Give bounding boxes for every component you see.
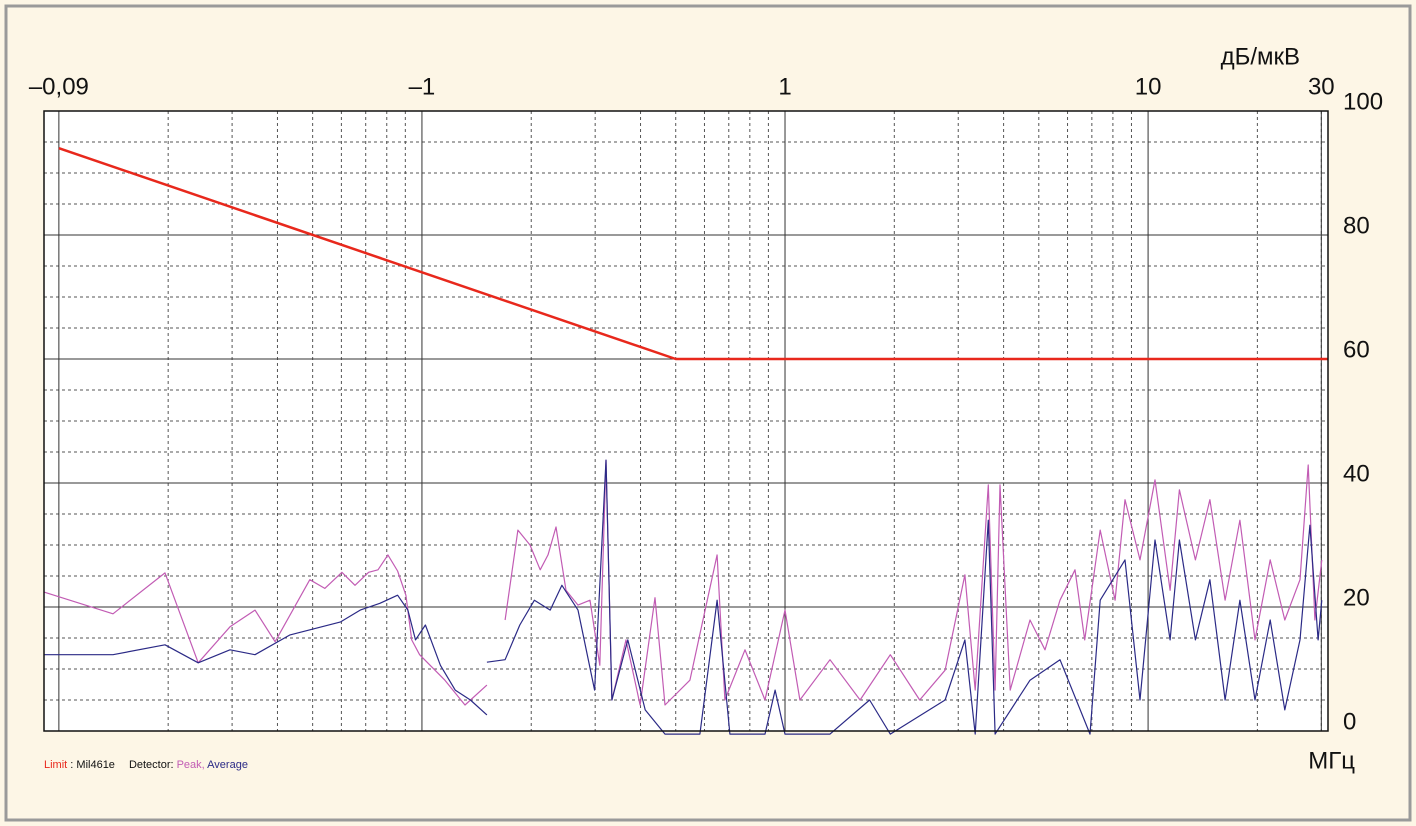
y-tick-label: 60 <box>1343 336 1370 363</box>
legend-sep: , <box>202 759 208 771</box>
x-tick-label: 30 <box>1308 73 1335 100</box>
x-tick-label: –1 <box>409 73 436 100</box>
y-tick-label: 0 <box>1343 708 1356 735</box>
x-axis-label: МГц <box>1308 747 1355 774</box>
series-line <box>58 147 1328 361</box>
legend-limit: Limit <box>44 759 67 771</box>
x-tick-label: –0,09 <box>29 73 89 100</box>
legend-detector: Detector: <box>129 759 174 771</box>
plot-frame <box>43 110 1329 732</box>
legend-standard: Mil461e <box>76 759 115 771</box>
x-tick-label: 10 <box>1135 73 1162 100</box>
y-tick-label: 20 <box>1343 584 1370 611</box>
y-tick-label: 100 <box>1343 88 1383 115</box>
series-line <box>43 459 1323 706</box>
legend: Limit : Mil461e Detector: Peak, Average <box>44 759 248 771</box>
x-tick-label: 1 <box>778 73 791 100</box>
y-axis-label: дБ/мкВ <box>1221 43 1300 70</box>
legend-peak: Peak <box>177 759 203 771</box>
y-tick-label: 40 <box>1343 460 1370 487</box>
legend-sep: : <box>67 759 76 771</box>
y-tick-label: 80 <box>1343 212 1370 239</box>
series-lines <box>43 147 1328 735</box>
legend-average: Average <box>207 759 248 771</box>
series-line <box>44 459 1323 735</box>
